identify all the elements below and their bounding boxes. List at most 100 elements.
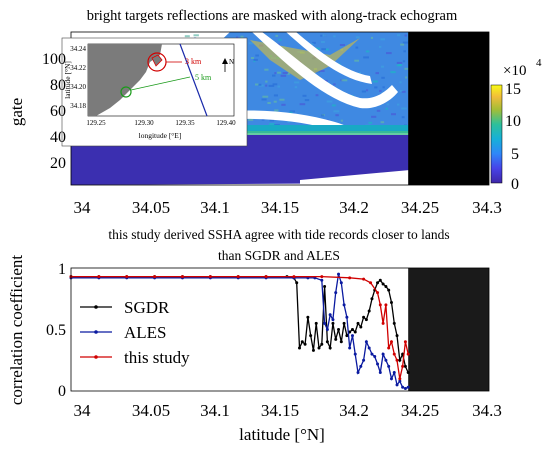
data-point-ales bbox=[325, 328, 329, 331]
top-xtick: 34.3 bbox=[472, 198, 502, 217]
colorbar-tick: 10 bbox=[505, 113, 521, 130]
data-point-sgdr bbox=[300, 340, 304, 344]
echogram-speckle-cell bbox=[281, 103, 286, 106]
echogram-speckle-cell bbox=[282, 72, 288, 74]
echogram-speckle-cell bbox=[331, 104, 336, 107]
echogram-speckle-cell bbox=[272, 74, 276, 77]
echogram-masked-region bbox=[408, 32, 489, 185]
inset-5km-circle bbox=[120, 86, 132, 98]
echogram-speckle-cell bbox=[372, 80, 378, 83]
data-point-sgdr bbox=[328, 346, 332, 350]
echogram-speckle-cell bbox=[320, 41, 325, 43]
echogram-speckle-cell bbox=[274, 72, 277, 75]
echogram-speckle-cell bbox=[287, 120, 290, 123]
bottom-xtick: 34.25 bbox=[401, 401, 439, 420]
echogram-speckle-cell bbox=[404, 34, 407, 37]
data-point-ales bbox=[348, 346, 352, 350]
bottom-xtick: 34.2 bbox=[339, 401, 369, 420]
echogram-speckle-cell bbox=[368, 121, 373, 124]
legend-label-this-study: this study bbox=[124, 348, 190, 367]
bottom-x-ticks: 34 34.05 34.1 34.15 34.2 34.25 34.3 bbox=[74, 401, 502, 420]
data-point-sgdr bbox=[323, 284, 327, 288]
echogram-speckle-cell bbox=[376, 109, 381, 112]
echogram-speckle-cell bbox=[273, 94, 278, 97]
echogram-speckle-cell bbox=[354, 59, 359, 62]
echogram-speckle-cell bbox=[322, 34, 327, 37]
echogram-speckle-cell bbox=[380, 121, 385, 124]
series-layer bbox=[69, 272, 410, 391]
echogram-noise-floor bbox=[71, 135, 410, 185]
colorbar-tick: 0 bbox=[511, 176, 519, 193]
data-point-this-study bbox=[264, 275, 268, 279]
echogram-speckle-cell bbox=[401, 90, 406, 93]
bottom-y-ticks: 0 0.5 1 bbox=[46, 261, 66, 400]
inset-map: 3 km 5 km N 34.24 34.22 34.20 34.18 129.… bbox=[61, 37, 248, 147]
colorbar-multiplier: ×10 bbox=[503, 63, 526, 79]
data-point-this-study bbox=[362, 277, 366, 281]
top-xtick: 34 bbox=[74, 198, 92, 217]
echogram-speckle-cell bbox=[361, 90, 366, 93]
echogram-speckle-cell bbox=[248, 118, 254, 121]
data-point-ales bbox=[370, 352, 374, 356]
echogram-speckle-cell bbox=[333, 35, 336, 38]
echogram-speckle-cell bbox=[391, 113, 396, 116]
echogram-speckle-cell bbox=[294, 81, 300, 84]
echogram-speckle-cell bbox=[236, 36, 239, 39]
top-xtick: 34.2 bbox=[339, 198, 369, 217]
inset-ytick: 34.24 bbox=[70, 45, 86, 53]
echogram-speckle-cell bbox=[405, 76, 408, 79]
data-point-this-study bbox=[401, 364, 405, 368]
data-point-sgdr bbox=[345, 334, 349, 338]
echogram-speckle-cell bbox=[299, 103, 306, 106]
echogram-speckle-cell bbox=[380, 38, 386, 41]
data-point-ales bbox=[384, 358, 388, 362]
data-point-sgdr bbox=[325, 340, 329, 344]
top-xtick: 34.05 bbox=[132, 198, 170, 217]
data-point-this-study bbox=[97, 275, 101, 279]
echogram-speckle-cell bbox=[396, 64, 402, 67]
inset-xtick: 129.25 bbox=[86, 119, 106, 127]
inset-5km-label: 5 km bbox=[195, 73, 212, 82]
data-point-this-study bbox=[376, 291, 380, 295]
echogram-masked-band-2 bbox=[286, 32, 372, 84]
data-point-sgdr bbox=[403, 364, 407, 368]
echogram-speckle-cell bbox=[311, 43, 314, 46]
data-point-this-study bbox=[208, 275, 212, 279]
data-point-sgdr bbox=[392, 321, 396, 325]
data-point-sgdr bbox=[303, 342, 307, 346]
data-point-this-study bbox=[369, 281, 373, 285]
echogram-speckle-cell bbox=[302, 94, 307, 97]
echogram-speckle-cell bbox=[390, 71, 396, 74]
data-point-this-study bbox=[406, 352, 410, 356]
correlation-masked-region bbox=[408, 268, 489, 391]
data-point-sgdr bbox=[398, 358, 402, 362]
echogram-speckle-cell bbox=[402, 41, 409, 44]
bottom-ytick: 0.5 bbox=[46, 322, 66, 339]
echogram-speckle-cell bbox=[335, 114, 339, 117]
top-xtick: 34.1 bbox=[200, 198, 230, 217]
data-point-sgdr bbox=[367, 309, 371, 313]
data-point-this-study bbox=[387, 346, 391, 350]
inset-xtick: 129.35 bbox=[175, 119, 195, 127]
data-point-ales bbox=[328, 313, 332, 317]
echogram-speckle-cell bbox=[371, 115, 377, 118]
echogram-speckle-cell bbox=[339, 44, 345, 46]
bottom-panel-title-line1: this study derived SSHA agree with tide … bbox=[108, 227, 449, 242]
data-point-this-study bbox=[180, 275, 184, 279]
data-point-sgdr bbox=[337, 328, 341, 331]
top-x-ticks: 34 34.05 34.1 34.15 34.2 34.25 34.3 bbox=[74, 198, 502, 217]
inset-land bbox=[88, 44, 162, 116]
echogram-speckle-cell bbox=[248, 42, 253, 45]
colorbar-tick: 15 bbox=[505, 81, 521, 98]
echogram-speckle-cell bbox=[341, 79, 348, 82]
data-point-this-study bbox=[320, 275, 324, 279]
inset-island bbox=[151, 54, 163, 67]
data-point-ales bbox=[334, 291, 338, 295]
colorbar-gradient bbox=[490, 84, 503, 184]
data-point-sgdr bbox=[364, 318, 368, 322]
echogram-speckle-cell bbox=[403, 50, 406, 53]
data-point-sgdr bbox=[370, 297, 374, 301]
echogram-speckle-cell bbox=[272, 83, 278, 86]
data-point-this-study bbox=[398, 377, 402, 381]
